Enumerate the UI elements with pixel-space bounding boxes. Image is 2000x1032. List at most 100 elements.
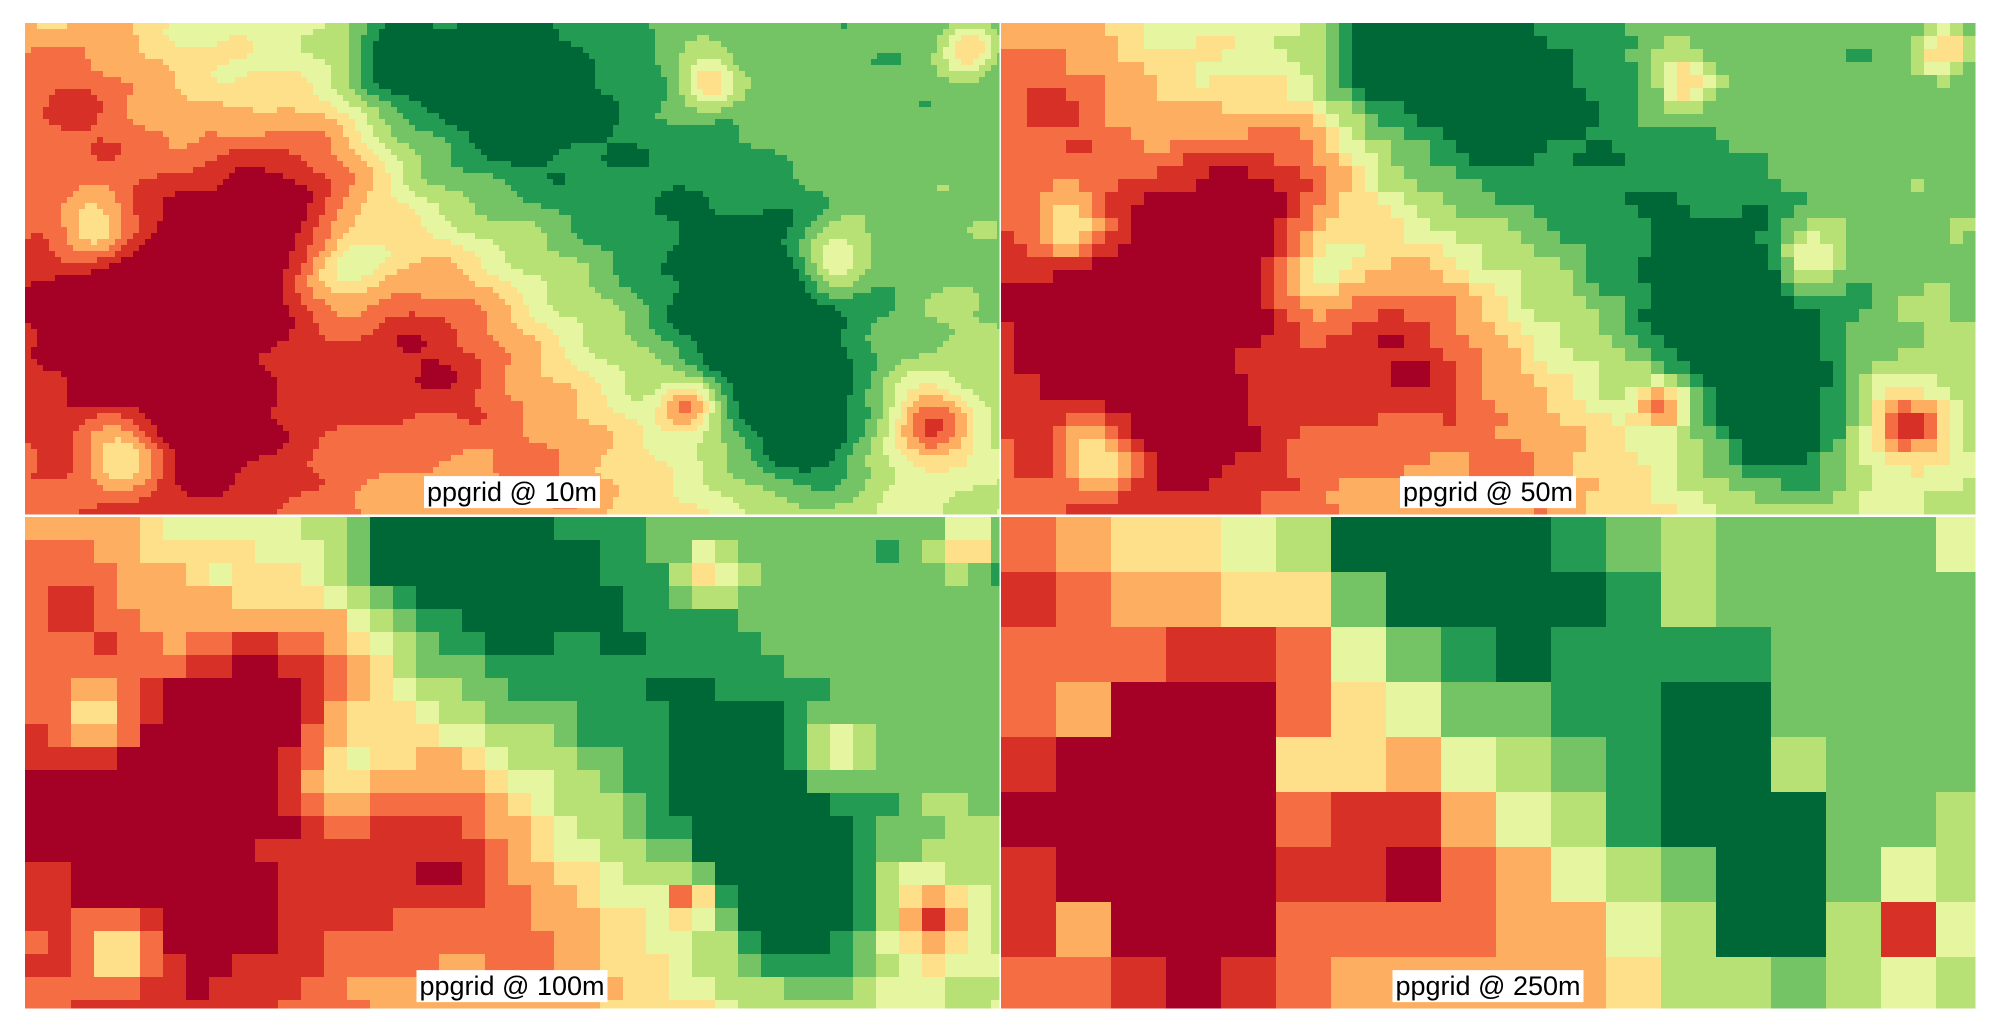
- raster-cell: [1276, 792, 1332, 848]
- raster-cell: [232, 954, 325, 978]
- raster-cell: [421, 365, 452, 372]
- raster-cell: [1924, 413, 1938, 427]
- raster-cell: [1599, 322, 1626, 336]
- raster-cell: [895, 419, 908, 426]
- raster-cell: [876, 540, 900, 564]
- raster-cell: [1001, 737, 1057, 793]
- raster-cell: [289, 497, 356, 504]
- raster-cell: [673, 419, 692, 426]
- raster-cell: [349, 167, 374, 174]
- raster-cell: [1586, 244, 1652, 258]
- raster-cell: [973, 425, 992, 432]
- raster-cell: [1111, 902, 1277, 958]
- raster-cell: [1287, 244, 1301, 258]
- raster-cell: [649, 155, 788, 162]
- raster-cell: [157, 221, 302, 228]
- raster-cell: [361, 95, 380, 102]
- raster-cell: [347, 678, 371, 702]
- raster-cell: [25, 586, 49, 610]
- raster-cell: [679, 59, 698, 66]
- raster-cell: [25, 443, 32, 450]
- raster-cell: [1430, 335, 1470, 349]
- raster-cell: [763, 467, 800, 474]
- raster-cell: [301, 816, 325, 840]
- raster-cell: [901, 53, 932, 60]
- raster-cell: [703, 401, 710, 408]
- raster-cell: [361, 137, 380, 144]
- raster-cell: [669, 908, 693, 932]
- raster-cell: [1716, 572, 1976, 628]
- raster-cell: [1014, 452, 1054, 466]
- raster-cell: [703, 467, 728, 474]
- raster-cell: [385, 23, 434, 30]
- raster-cell: [79, 221, 110, 228]
- raster-cell: [721, 41, 938, 48]
- raster-cell: [667, 389, 698, 396]
- raster-cell: [439, 209, 476, 216]
- raster-cell: [751, 449, 764, 456]
- raster-cell: [485, 816, 532, 840]
- raster-cell: [139, 179, 224, 186]
- raster-cell: [619, 107, 662, 114]
- raster-cell: [554, 770, 601, 794]
- raster-cell: [1872, 49, 1912, 63]
- raster-cell: [1326, 166, 1353, 180]
- raster-cell: [1950, 439, 1964, 453]
- raster-cell: [415, 413, 458, 420]
- raster-cell: [805, 281, 818, 288]
- raster-cell: [255, 540, 325, 564]
- raster-cell: [313, 287, 332, 294]
- raster-cell: [1456, 257, 1483, 271]
- raster-cell: [1056, 902, 1112, 958]
- raster-cell: [277, 107, 296, 114]
- raster-cell: [523, 431, 614, 438]
- raster-cell: [895, 389, 908, 396]
- raster-cell: [331, 149, 356, 156]
- raster-cell: [25, 95, 50, 102]
- raster-cell: [421, 161, 452, 168]
- raster-cell: [433, 23, 458, 30]
- raster-cell: [973, 311, 1000, 318]
- raster-cell: [745, 509, 878, 515]
- raster-cell: [847, 437, 860, 444]
- raster-cell: [145, 479, 158, 486]
- raster-cell: [117, 586, 233, 610]
- raster-cell: [1378, 192, 1405, 206]
- raster-cell: [475, 203, 542, 210]
- raster-cell: [721, 89, 734, 96]
- raster-cell: [853, 263, 872, 270]
- raster-cell: [1482, 387, 1548, 401]
- raster-cell: [295, 317, 314, 324]
- raster-cell: [307, 209, 326, 216]
- raster-cell: [649, 449, 698, 456]
- raster-cell: [91, 269, 284, 276]
- raster-cell: [1859, 426, 1873, 440]
- raster-cell: [799, 251, 812, 258]
- raster-cell: [679, 287, 806, 294]
- raster-cell: [1625, 296, 1652, 310]
- raster-cell: [1950, 283, 1976, 297]
- raster-cell: [347, 517, 371, 541]
- raster-cell: [319, 443, 548, 450]
- raster-cell: [829, 239, 848, 246]
- raster-cell: [649, 317, 668, 324]
- raster-cell: [655, 203, 710, 210]
- raster-cell: [187, 143, 332, 150]
- raster-cell: [313, 197, 326, 204]
- raster-cell: [347, 655, 371, 679]
- raster-cell: [43, 233, 68, 240]
- raster-cell: [391, 125, 416, 132]
- raster-cell: [1001, 75, 1106, 89]
- raster-cell: [331, 179, 356, 186]
- raster-cell: [94, 931, 141, 955]
- raster-cell: [1781, 244, 1795, 258]
- raster-cell: [373, 41, 572, 48]
- raster-cell: [367, 113, 380, 120]
- raster-cell: [577, 317, 626, 324]
- raster-cell: [1716, 413, 1821, 427]
- raster-cell: [703, 419, 710, 426]
- raster-cell: [48, 724, 72, 748]
- raster-cell: [1417, 179, 1483, 193]
- raster-cell: [949, 35, 962, 42]
- raster-cell: [673, 185, 686, 192]
